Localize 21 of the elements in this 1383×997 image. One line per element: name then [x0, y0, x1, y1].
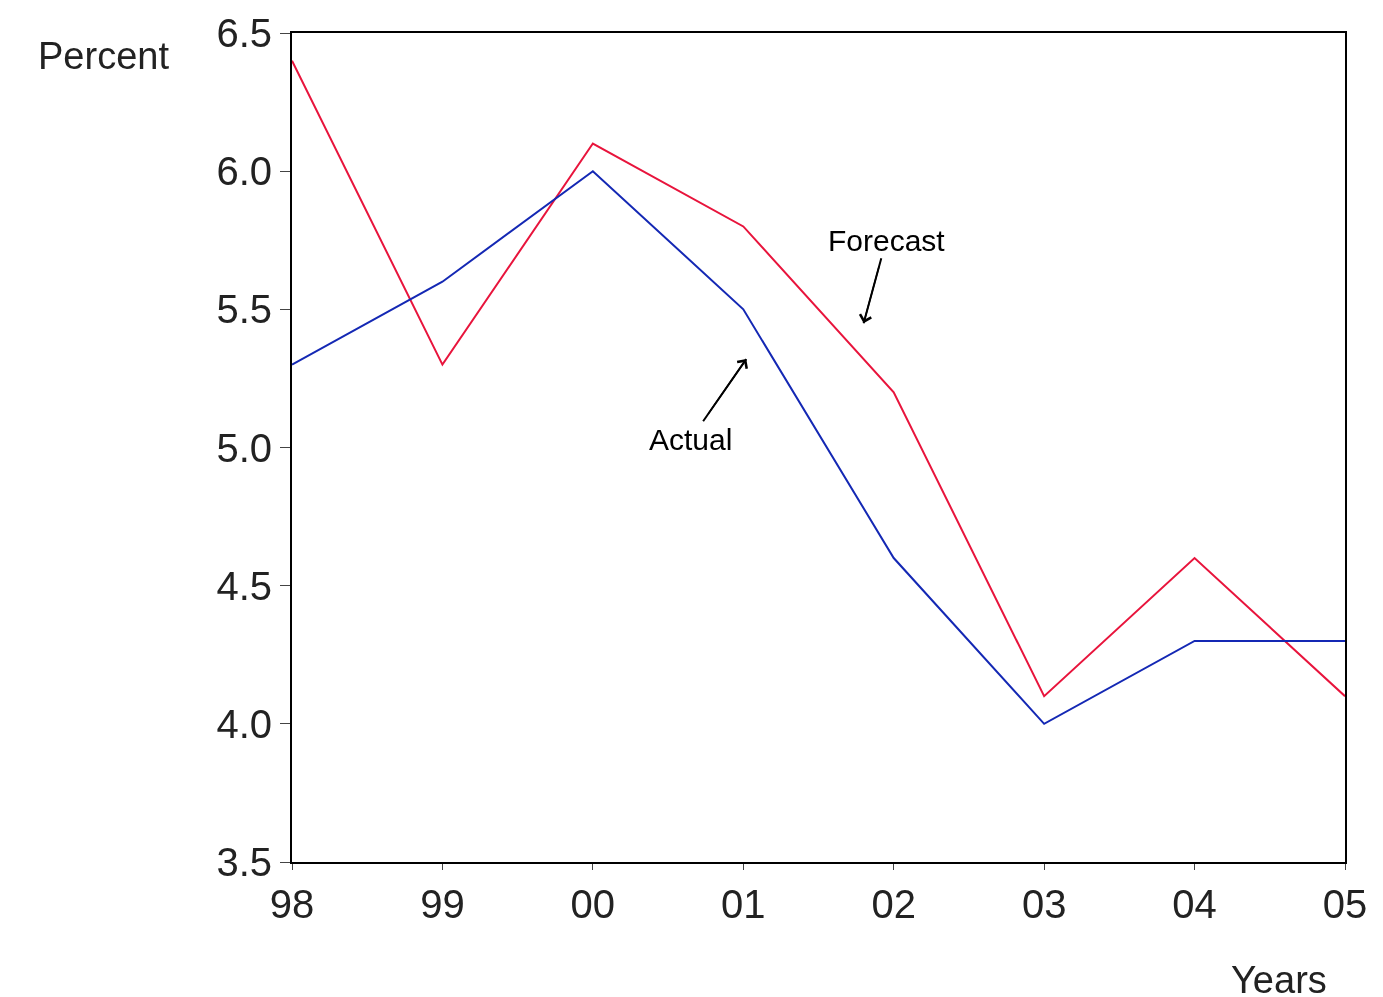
x-tick-label: 98 — [269, 882, 315, 926]
y-tick-label: 5.0 — [216, 425, 272, 470]
line-series — [292, 59, 1345, 698]
x-tick-label: 03 — [1021, 882, 1067, 926]
y-tick-label: 6.5 — [216, 11, 272, 55]
y-tick-label: 4.5 — [216, 563, 272, 608]
y-tick-label: 4.0 — [216, 701, 272, 746]
x-tick-label: 04 — [1172, 882, 1217, 926]
x-axis-title: Years — [1231, 959, 1327, 997]
x-tick-label: 00 — [570, 882, 616, 926]
y-tick-label: 3.5 — [216, 840, 272, 884]
x-tick-label: 99 — [420, 882, 465, 926]
x-tick-label: 01 — [721, 882, 766, 926]
text: Actual — [649, 423, 733, 456]
y-tick-label: 6.0 — [216, 149, 272, 194]
series-label: Forecast — [828, 224, 946, 257]
line-series — [292, 170, 1345, 725]
x-tick-label: 05 — [1322, 882, 1368, 926]
y-axis-title: Percent — [38, 35, 170, 77]
x-tick-label: 02 — [871, 882, 916, 926]
y-tick-label: 5.5 — [216, 287, 272, 332]
